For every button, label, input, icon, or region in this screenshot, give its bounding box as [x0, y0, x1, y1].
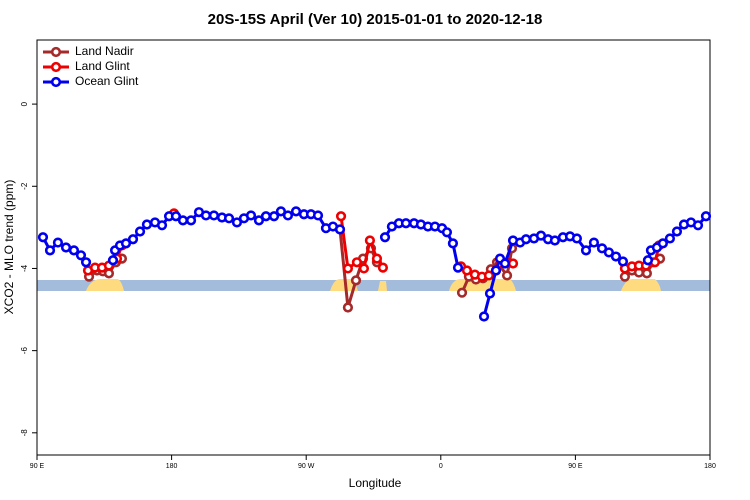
point	[641, 268, 652, 279]
point	[520, 234, 532, 245]
x-tick-label: 180	[166, 463, 178, 470]
point	[580, 245, 592, 256]
point	[619, 271, 631, 282]
point	[351, 257, 362, 268]
point	[37, 232, 49, 243]
point	[223, 213, 235, 224]
point	[120, 238, 132, 249]
y-tick-label: -4	[20, 264, 29, 272]
point	[571, 233, 582, 244]
point	[642, 255, 654, 266]
point	[185, 215, 197, 226]
land-patch	[621, 279, 661, 291]
legend-marker	[50, 76, 62, 88]
point	[80, 257, 92, 268]
point	[549, 235, 561, 246]
point	[350, 275, 362, 286]
land-mask	[37, 279, 710, 291]
point	[588, 237, 600, 248]
legend-label: Ocean Glint	[75, 74, 139, 88]
y-axis-label: XCO2 - MLO trend (ppm)	[2, 180, 16, 315]
point	[342, 263, 354, 274]
point	[441, 227, 453, 238]
point	[657, 238, 668, 249]
point	[156, 220, 168, 231]
point	[177, 215, 189, 226]
point	[478, 311, 490, 322]
point	[260, 211, 272, 222]
x-tick-label: 90 E	[30, 463, 45, 470]
point	[268, 211, 280, 222]
point	[617, 256, 629, 267]
legend-marker	[50, 61, 62, 73]
point	[127, 234, 139, 245]
point	[245, 210, 257, 221]
point	[377, 262, 389, 273]
point	[290, 206, 302, 217]
point	[231, 217, 243, 228]
point	[103, 268, 115, 279]
point	[52, 237, 64, 248]
point	[342, 302, 354, 313]
point	[452, 262, 464, 273]
legend-marker	[50, 46, 62, 58]
legend-label: Land Glint	[75, 59, 130, 73]
series	[37, 206, 712, 322]
x-tick-label: 90 W	[298, 463, 315, 470]
point	[671, 226, 683, 237]
point	[335, 211, 347, 222]
point	[282, 210, 294, 221]
point	[312, 210, 324, 221]
point	[499, 258, 511, 269]
point	[490, 265, 502, 276]
point	[371, 253, 383, 264]
point	[253, 215, 265, 226]
point	[461, 265, 473, 276]
y-tick-label: -6	[20, 347, 29, 355]
x-tick-label: 0	[439, 463, 443, 470]
x-axis-label: Longitude	[349, 476, 402, 490]
point	[364, 235, 376, 246]
point	[134, 226, 146, 237]
point	[200, 210, 212, 221]
point	[44, 245, 56, 256]
point	[610, 251, 622, 262]
point	[358, 263, 370, 274]
point	[596, 243, 608, 254]
x-tick-label: 180	[704, 463, 716, 470]
plot-frame	[36, 39, 711, 456]
legend-label: Land Nadir	[75, 44, 134, 58]
point	[170, 211, 182, 222]
point	[275, 206, 287, 217]
y-tick-label: -8	[20, 429, 29, 437]
point	[692, 220, 704, 231]
point	[700, 211, 712, 222]
point	[501, 270, 513, 281]
point	[107, 255, 119, 266]
point	[484, 288, 496, 299]
point	[379, 232, 391, 243]
y-tick-label: -2	[20, 182, 29, 190]
y-tick-label: 0	[20, 101, 29, 106]
point	[664, 233, 676, 244]
ocean-strip	[37, 280, 710, 291]
point	[68, 245, 80, 256]
point	[75, 250, 87, 261]
point	[447, 238, 459, 249]
point	[603, 247, 615, 258]
point	[208, 210, 220, 221]
point	[507, 258, 519, 269]
land-patch	[330, 279, 358, 291]
point	[483, 270, 495, 281]
chart-title: 20S-15S April (Ver 10) 2015-01-01 to 202…	[208, 11, 543, 28]
x-tick-label: 90 E	[568, 463, 583, 470]
point	[141, 219, 153, 230]
point	[334, 224, 346, 235]
land-patch	[378, 281, 387, 291]
point	[400, 218, 412, 229]
point	[60, 242, 72, 253]
point	[456, 287, 468, 298]
land-patch	[86, 279, 124, 291]
